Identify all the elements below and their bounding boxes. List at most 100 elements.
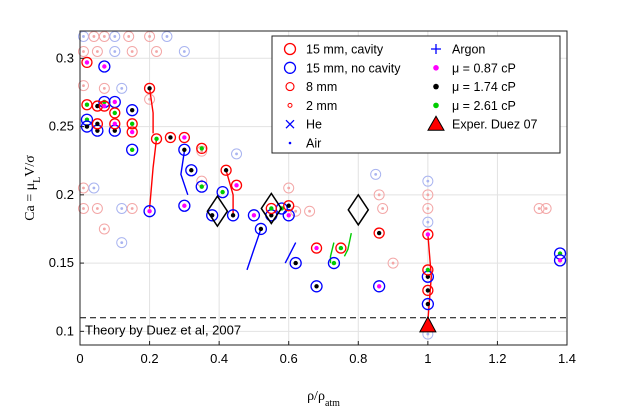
red-marker-center <box>314 245 319 251</box>
blue-marker-center <box>293 260 298 266</box>
x-tick-label: 0.6 <box>280 351 298 366</box>
blue-marker-center <box>129 107 135 113</box>
red-marker-center <box>102 103 107 109</box>
legend-label: μ = 2.61 cP <box>452 99 516 113</box>
legend-marker-circle-medium <box>285 82 295 92</box>
theory-label: Theory by Duez et al, 2007 <box>85 323 241 338</box>
faint-point-center <box>381 207 385 210</box>
red-points-layer <box>81 56 434 297</box>
blue-marker-center <box>147 209 152 214</box>
blue-marker-center <box>286 213 291 218</box>
faint-point-center <box>182 50 186 53</box>
red-marker-center <box>129 129 135 135</box>
faint-point-center <box>82 207 85 210</box>
faint-point <box>126 45 138 57</box>
red-circle-marker <box>422 264 434 276</box>
blue-circle-marker <box>126 143 139 156</box>
blue-circle-marker <box>143 205 156 218</box>
y-axis-label: Ca = μLV/σ <box>23 155 43 221</box>
legend-marker-circle-large <box>283 42 297 56</box>
red-marker-center <box>269 206 274 211</box>
faint-point-center <box>92 35 96 38</box>
blue-marker-center <box>258 226 264 232</box>
red-marker-center <box>147 86 152 91</box>
red-circle-marker <box>335 242 347 254</box>
special-markers-layer <box>206 192 437 333</box>
x-tick-label: 0.2 <box>141 351 159 366</box>
faint-point-center <box>127 35 131 38</box>
red-circle-marker <box>178 131 191 144</box>
blue-marker-center <box>220 189 225 195</box>
faint-point-center <box>426 193 430 197</box>
faint-point-center <box>537 207 541 210</box>
blue-circle-marker <box>226 209 240 222</box>
blue-marker-center <box>425 274 431 279</box>
red-marker-center <box>84 60 90 65</box>
faint-point <box>116 237 128 249</box>
trajectory-line <box>148 138 158 209</box>
faint-point-center <box>391 261 395 265</box>
blue-circle-marker <box>421 297 435 311</box>
trajectory-line <box>225 170 234 216</box>
faint-point-center <box>92 186 96 190</box>
red-circle-marker <box>220 164 232 176</box>
faint-point-center <box>426 220 430 224</box>
y-tick-label: 0.15 <box>49 255 74 270</box>
blue-marker-center <box>269 213 274 218</box>
blue-circle-marker <box>178 199 191 212</box>
blue-circle-marker <box>216 185 229 199</box>
red-circle-marker <box>230 179 243 191</box>
trajectory-line <box>246 228 262 271</box>
legend-marker-x <box>285 119 295 129</box>
diamond-marker <box>347 193 370 227</box>
blue-marker-center <box>182 147 187 152</box>
faint-point-center <box>426 332 430 336</box>
duez-triangle-marker <box>419 315 437 333</box>
legend-label: μ = 1.74 cP <box>452 80 516 94</box>
legend-label: Air <box>306 137 321 151</box>
blue-circle-marker <box>282 209 295 222</box>
y-tick-label: 0.25 <box>49 119 74 134</box>
faint-point-center <box>374 172 378 176</box>
faint-point <box>377 202 389 214</box>
red-circle-marker <box>81 56 93 69</box>
red-marker-center <box>286 203 291 208</box>
trajectory-line <box>329 242 335 264</box>
faint-point-center <box>294 209 298 213</box>
faint-point-center <box>426 207 430 210</box>
red-marker-center <box>223 168 229 173</box>
red-marker-center <box>338 245 344 251</box>
blue-circle-marker <box>206 209 219 222</box>
faint-point <box>422 175 434 187</box>
faint-point <box>373 189 385 201</box>
faint-point <box>116 82 128 94</box>
legend-marker-filled-dot <box>433 102 439 109</box>
legend-marker-filled-dot <box>433 65 439 71</box>
x-tick-label: 1 <box>424 351 431 366</box>
x-tick-label: 0 <box>76 351 83 366</box>
trajectory-line <box>284 242 297 264</box>
faint-point <box>422 189 434 201</box>
red-marker-center <box>425 288 431 293</box>
trajectory-line <box>148 88 154 134</box>
red-circle-marker <box>143 82 156 94</box>
legend-label: Argon <box>452 43 485 57</box>
red-circle-marker <box>109 107 121 119</box>
faint-point-center <box>165 35 169 38</box>
blue-marker-center <box>557 258 563 263</box>
faint-point-center <box>155 50 158 53</box>
red-marker-center <box>112 121 117 127</box>
red-circle-marker <box>422 228 434 241</box>
faint-point-center <box>544 207 548 210</box>
faint-point <box>387 257 399 269</box>
trajectory-line <box>343 232 352 257</box>
faint-point-center <box>426 179 430 183</box>
red-marker-center <box>95 103 100 109</box>
faint-point <box>151 45 163 57</box>
red-marker-center <box>234 183 239 188</box>
legend-label: 15 mm, cavity <box>306 43 384 57</box>
blue-circle-marker <box>98 60 111 73</box>
y-tick-label: 0.2 <box>56 187 74 202</box>
faint-point <box>77 45 89 57</box>
red-circle-marker <box>196 142 208 155</box>
